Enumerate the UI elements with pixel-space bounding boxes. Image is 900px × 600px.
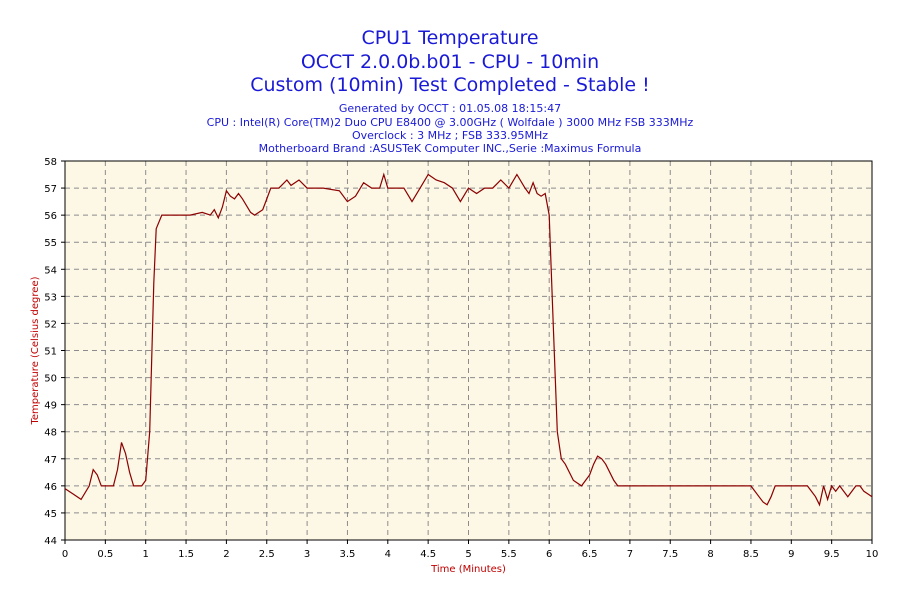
x-tick-label: 3 (304, 549, 310, 560)
y-tick-label: 47 (44, 455, 57, 466)
motherboard-info: Motherboard Brand :ASUSTeK Computer INC.… (258, 142, 642, 155)
x-tick-label: 8.5 (743, 549, 759, 560)
y-tick-label: 48 (44, 428, 57, 439)
y-tick-label: 56 (44, 211, 57, 222)
chart-title: CPU1 Temperature (361, 27, 539, 49)
y-tick-label: 55 (44, 238, 57, 249)
x-tick-label: 0 (62, 549, 68, 560)
plot-frame (64, 160, 873, 541)
y-tick-label: 57 (44, 184, 57, 195)
x-tick-label: 6 (546, 549, 552, 560)
y-tick-label: 58 (44, 157, 57, 168)
temperature-series-line (64, 172, 873, 507)
axes (61, 160, 873, 544)
y-tick-label: 52 (44, 319, 57, 330)
x-tick-label: 4.5 (420, 549, 436, 560)
x-tick-label: 7.5 (662, 549, 678, 560)
test-status: Custom (10min) Test Completed - Stable ! (250, 74, 650, 96)
x-tick-label: 4 (385, 549, 391, 560)
chart-subtitle: OCCT 2.0.0b.b01 - CPU - 10min (300, 51, 600, 73)
y-axis-label: Temperature (Celsius degree) (30, 276, 41, 425)
x-tick-label: 8 (707, 549, 713, 560)
y-tick-label: 53 (44, 292, 57, 303)
overclock-info: Overclock : 3 MHz ; FSB 333.95MHz (351, 129, 549, 142)
generated-info: Generated by OCCT : 01.05.08 18:15:47 (338, 102, 562, 115)
x-tick-label: 3.5 (339, 549, 355, 560)
x-tick-label: 2 (223, 549, 229, 560)
y-tick-label: 44 (44, 536, 57, 547)
y-tick-label: 45 (44, 509, 57, 520)
x-tick-label: 9.5 (824, 549, 840, 560)
x-tick-label: 9 (788, 549, 794, 560)
tick-labels: 0 0.5 1 1.5 2 2.5 3 3.5 4 4.5 5 5.5 6 6.5 7 7.5 8 8.5 9 9.5… (44, 157, 878, 560)
x-tick-label: 6.5 (582, 549, 598, 560)
y-tick-label: 49 (44, 401, 57, 412)
x-axis-label: Time (Minutes) (430, 564, 506, 575)
cpu-info: CPU : Intel(R) Core(TM)2 Duo CPU E8400 @… (206, 116, 694, 129)
x-tick-label: 1.5 (178, 549, 194, 560)
y-tick-label: 46 (44, 482, 57, 493)
x-tick-label: 2.5 (259, 549, 275, 560)
y-tick-label: 54 (44, 265, 57, 276)
x-tick-label: 5 (465, 549, 471, 560)
x-tick-label: 0.5 (97, 549, 113, 560)
x-tick-label: 10 (866, 549, 879, 560)
x-tick-label: 5.5 (501, 549, 517, 560)
x-tick-label: 1 (143, 549, 149, 560)
x-tick-label: 7 (627, 549, 633, 560)
y-tick-label: 50 (44, 374, 57, 385)
y-tick-label: 51 (44, 347, 57, 358)
